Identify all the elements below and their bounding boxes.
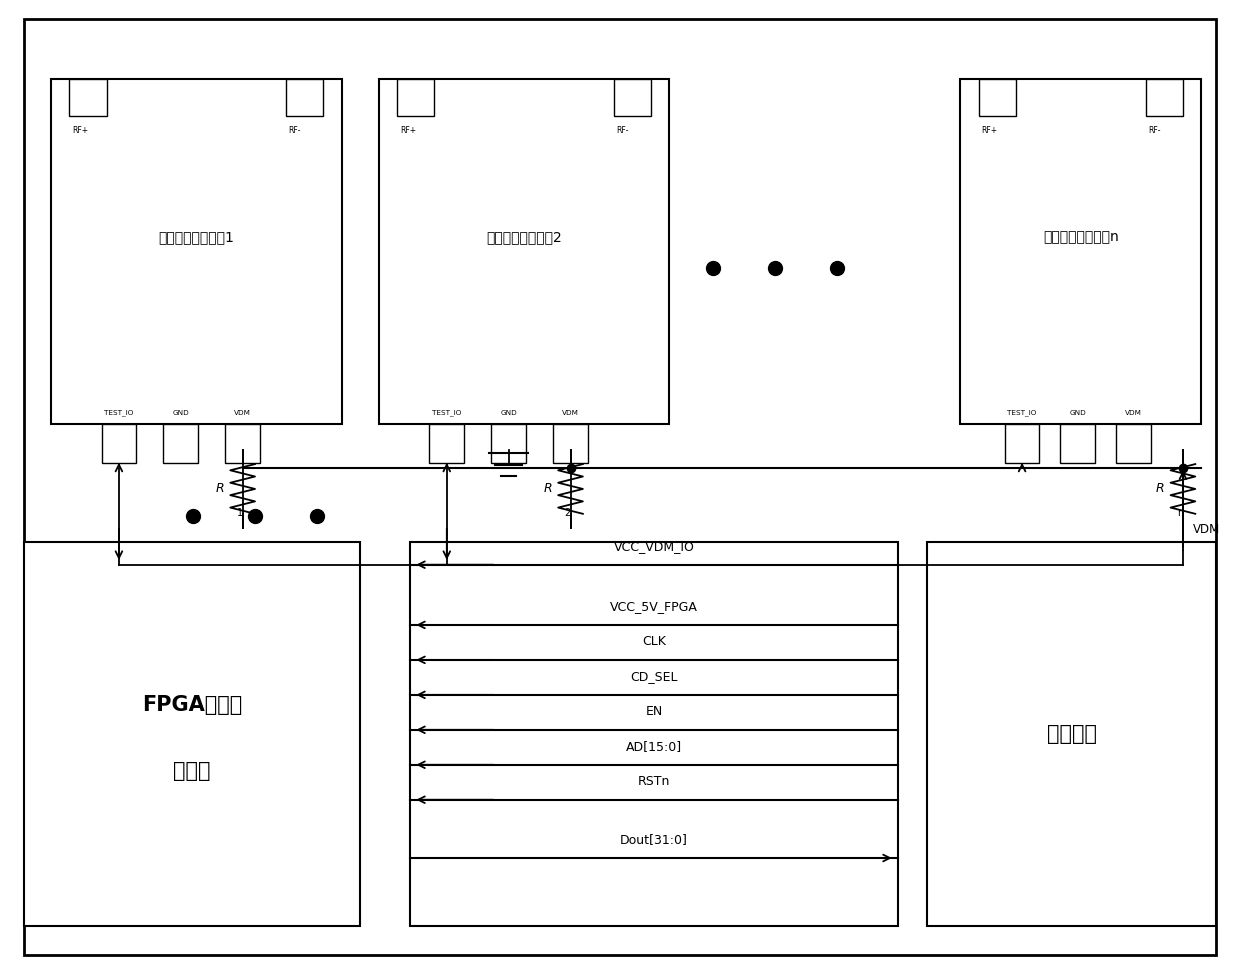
- Bar: [286, 79, 324, 116]
- Text: VDM: VDM: [1125, 410, 1142, 416]
- Text: RF+: RF+: [72, 126, 88, 134]
- Text: VCC_5V_FPGA: VCC_5V_FPGA: [610, 600, 698, 614]
- Text: TEST_IO: TEST_IO: [1007, 409, 1037, 416]
- Bar: [226, 424, 260, 463]
- Text: TEST_IO: TEST_IO: [104, 409, 134, 416]
- Text: GND: GND: [500, 410, 517, 416]
- Text: GND: GND: [1069, 410, 1086, 416]
- Text: RF-: RF-: [1148, 126, 1161, 134]
- Text: RF-: RF-: [289, 126, 301, 134]
- Text: R: R: [543, 482, 552, 496]
- Bar: [378, 79, 670, 424]
- Bar: [409, 543, 898, 926]
- Text: CLK: CLK: [642, 635, 666, 649]
- Bar: [1116, 424, 1151, 463]
- Text: VDM: VDM: [1193, 523, 1220, 536]
- Text: VDM: VDM: [562, 410, 579, 416]
- Bar: [1060, 424, 1095, 463]
- Text: Dout[31:0]: Dout[31:0]: [620, 834, 688, 846]
- Text: 2: 2: [564, 508, 570, 518]
- Bar: [553, 424, 588, 463]
- Text: TEST_IO: TEST_IO: [432, 409, 461, 416]
- Text: CD_SEL: CD_SEL: [630, 670, 678, 683]
- Bar: [960, 79, 1202, 424]
- Text: RF+: RF+: [399, 126, 415, 134]
- Bar: [429, 424, 464, 463]
- Bar: [164, 424, 198, 463]
- Bar: [51, 79, 342, 424]
- Text: 被测电子标签芯片1: 被测电子标签芯片1: [159, 230, 234, 244]
- Text: RF+: RF+: [981, 126, 997, 134]
- Text: VDM: VDM: [234, 410, 250, 416]
- Bar: [491, 424, 526, 463]
- Text: EN: EN: [645, 705, 662, 718]
- Text: R: R: [216, 482, 224, 496]
- Text: 测试设备: 测试设备: [1047, 725, 1096, 744]
- Text: AD[15:0]: AD[15:0]: [626, 740, 682, 753]
- Bar: [397, 79, 434, 116]
- Text: n: n: [1177, 508, 1183, 518]
- Text: 被测电子标签芯片n: 被测电子标签芯片n: [1043, 230, 1118, 244]
- Bar: [978, 79, 1016, 116]
- Text: FPGA测试板: FPGA测试板: [141, 695, 242, 715]
- Bar: [69, 79, 107, 116]
- Bar: [926, 543, 1216, 926]
- Bar: [102, 424, 136, 463]
- Text: 被测电子标签芯片2: 被测电子标签芯片2: [486, 230, 562, 244]
- Text: R: R: [1156, 482, 1164, 496]
- Text: 及探卡: 及探卡: [174, 761, 211, 781]
- Text: 1: 1: [237, 508, 243, 518]
- Text: RSTn: RSTn: [637, 775, 670, 788]
- Text: RF-: RF-: [616, 126, 629, 134]
- Bar: [614, 79, 651, 116]
- Text: GND: GND: [172, 410, 190, 416]
- Bar: [1146, 79, 1183, 116]
- Bar: [1004, 424, 1039, 463]
- Bar: [24, 543, 360, 926]
- Text: VCC_VDM_IO: VCC_VDM_IO: [614, 540, 694, 553]
